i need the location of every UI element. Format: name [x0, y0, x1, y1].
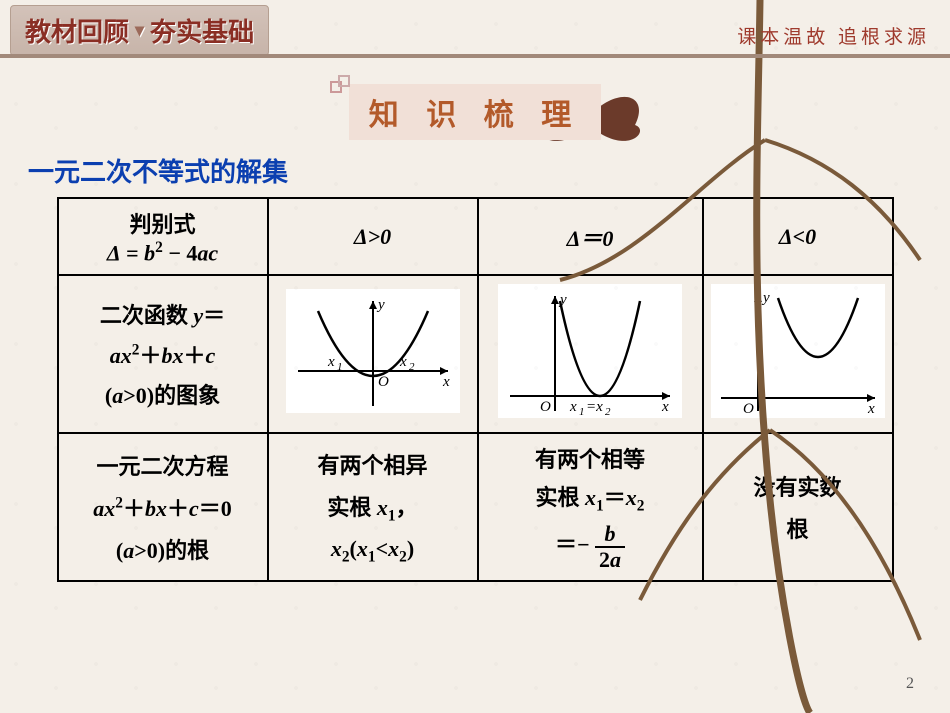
cell-text: 根: [710, 512, 886, 544]
svg-text:x: x: [399, 354, 407, 370]
header: 教材回顾 ▾ 夯实基础 课本温故 追根求源: [0, 0, 950, 60]
cell-graph-zero: y x O x1 =x2: [478, 275, 703, 433]
svg-text:2: 2: [409, 361, 415, 373]
content-table: 判别式 Δ = b2 − 4ac Δ>0 Δ＝0 Δ<0 二次函数 y＝ ax2…: [57, 197, 894, 582]
frac-prefix: ＝−: [555, 532, 590, 557]
svg-text:y: y: [761, 290, 770, 306]
svg-text:x: x: [867, 401, 875, 416]
header-rule: [0, 54, 950, 58]
cell-delta-pos: Δ>0: [268, 198, 478, 275]
svg-text:y: y: [558, 292, 567, 308]
cell-func-label: 二次函数 y＝ ax2＋bx＋c (a>0)的图象: [58, 275, 268, 433]
chip-deco-icon: [329, 74, 357, 102]
frac-num: b: [605, 521, 616, 546]
section-title-wrap: 知 识 梳 理: [0, 84, 950, 140]
cell-delta-zero: Δ＝0: [478, 198, 703, 275]
cell-text: ax2＋bx＋c＝0: [65, 491, 261, 523]
cell-text: 一元二次方程: [65, 449, 261, 481]
cell-fraction: ＝− b 2a: [485, 522, 696, 572]
svg-text:=x: =x: [586, 399, 603, 415]
cell-text: (a>0)的根: [65, 533, 261, 565]
graph-two-roots: y x O x1 x2: [286, 289, 460, 413]
cell-text: 没有实数: [710, 470, 886, 502]
header-right-text: 课本温故 追根求源: [737, 22, 930, 49]
svg-text:2: 2: [605, 406, 611, 416]
svg-text:x: x: [569, 399, 577, 415]
svg-text:O: O: [378, 374, 389, 390]
svg-text:x: x: [442, 374, 450, 390]
cell-text: 二次函数 y＝: [65, 298, 261, 330]
cell-text: 有两个相异: [275, 448, 471, 480]
cell-text: x2(x1<x2): [275, 536, 471, 566]
cell-text: 有两个相等: [485, 442, 696, 474]
cell-no-roots: 没有实数 根: [703, 433, 893, 581]
cell-text: ax2＋bx＋c: [65, 338, 261, 370]
cell-text: 实根 x1，: [275, 490, 471, 525]
cell-text: Δ＝0: [567, 226, 614, 251]
header-left-1: 教材回顾: [25, 12, 129, 49]
table-row: 判别式 Δ = b2 − 4ac Δ>0 Δ＝0 Δ<0: [58, 198, 893, 275]
cell-eq-label: 一元二次方程 ax2＋bx＋c＝0 (a>0)的根: [58, 433, 268, 581]
cell-text: 实根 x1＝x2: [485, 480, 696, 515]
svg-text:x: x: [661, 399, 669, 415]
cell-text: (a>0)的图象: [65, 378, 261, 410]
svg-text:O: O: [540, 399, 551, 415]
cell-text: Δ>0: [354, 224, 391, 249]
cell-graph-pos: y x O x1 x2: [268, 275, 478, 433]
section-title: 知 识 梳 理: [349, 84, 602, 140]
svg-text:O: O: [743, 401, 754, 416]
header-left-2: 夯实基础: [150, 12, 254, 49]
cell-text: Δ = b2 − 4ac: [65, 239, 261, 266]
svg-text:1: 1: [579, 406, 585, 416]
page-number: 2: [906, 675, 914, 693]
cell-text: 判别式: [65, 207, 261, 239]
frac-den: a: [610, 547, 621, 572]
table-row: 一元二次方程 ax2＋bx＋c＝0 (a>0)的根 有两个相异 实根 x1， x…: [58, 433, 893, 581]
cell-delta-neg: Δ<0: [703, 198, 893, 275]
cell-roots-distinct: 有两个相异 实根 x1， x2(x1<x2): [268, 433, 478, 581]
graph-no-root: y x O: [711, 284, 885, 418]
sub-title: 一元二次不等式的解集: [28, 152, 950, 189]
section-title-text: 知 识 梳 理: [369, 99, 582, 132]
svg-text:x: x: [327, 354, 335, 370]
cell-graph-neg: y x O: [703, 275, 893, 433]
cell-roots-equal: 有两个相等 实根 x1＝x2 ＝− b 2a: [478, 433, 703, 581]
graph-one-root: y x O x1 =x2: [498, 284, 682, 418]
cell-text: Δ<0: [779, 224, 816, 249]
header-triangle-icon: ▾: [135, 20, 144, 41]
table-row: 二次函数 y＝ ax2＋bx＋c (a>0)的图象 y x O x1 x2: [58, 275, 893, 433]
cell-discriminant: 判别式 Δ = b2 − 4ac: [58, 198, 268, 275]
header-left-box: 教材回顾 ▾ 夯实基础: [10, 5, 269, 56]
svg-text:y: y: [376, 297, 385, 313]
svg-text:1: 1: [337, 361, 343, 373]
